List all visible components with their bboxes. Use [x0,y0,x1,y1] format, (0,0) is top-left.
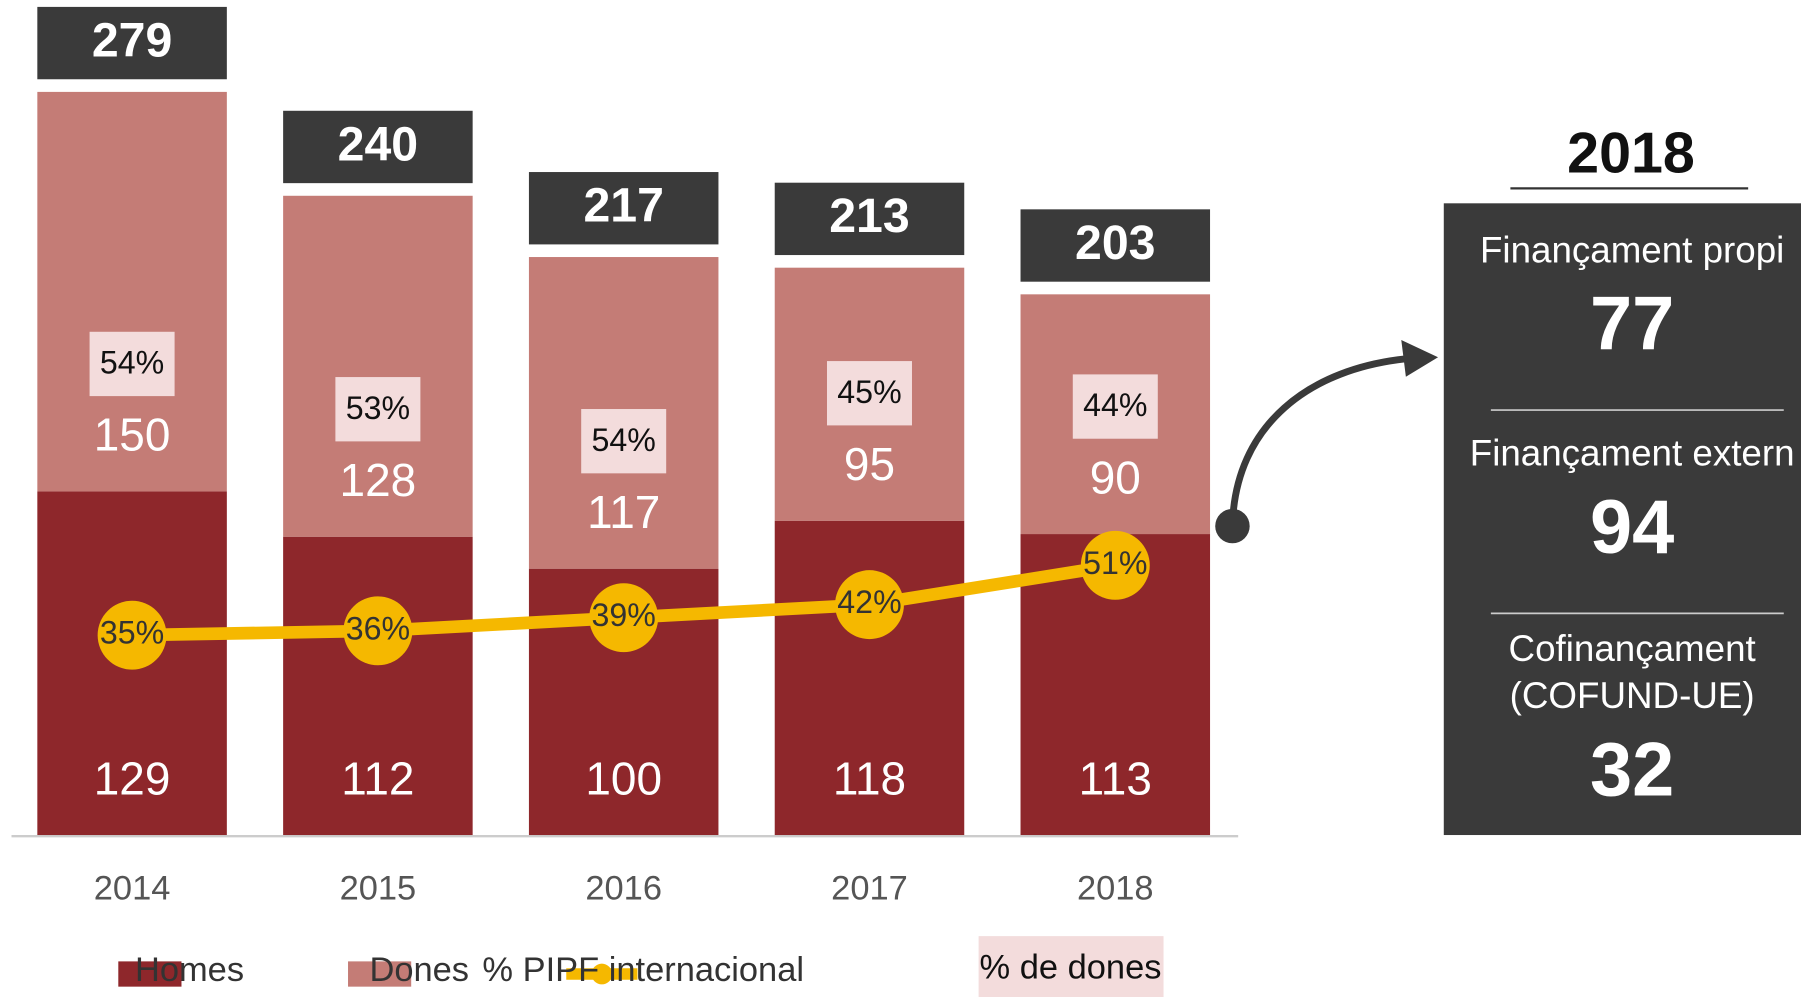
arrow-head [1401,339,1439,377]
share-label: 44% [1083,387,1147,423]
share-label: 54% [100,345,164,381]
legend-swatch [591,963,613,985]
share-label: 45% [837,374,901,410]
legend-label: Homes [135,951,244,989]
total-box [1020,209,1211,282]
panel-box [1443,203,1801,836]
panel-title: 2018 [1567,122,1695,186]
total-box [283,110,473,184]
panel-label: Finançament propi [1480,229,1784,270]
segment-label: 117 [587,486,660,538]
x-tick-label: 2015 [340,869,417,907]
segment-label: 129 [94,752,171,804]
arrow-dot [1215,508,1250,544]
line-label: 39% [592,597,656,633]
panel-label: Cofinançament [1509,628,1756,669]
total-box [528,172,719,245]
line-point [97,600,167,670]
share-box [1072,374,1158,439]
line-point [589,583,659,653]
segment-label: 118 [833,752,906,804]
x-tick-label: 2018 [1077,869,1154,907]
legend-swatch [118,961,182,987]
legend-label: % de dones [980,949,1162,987]
share-box [826,361,912,426]
total-box [37,6,227,80]
line-label: 42% [837,584,901,620]
panel-label: Finançament extern [1470,433,1795,474]
segment-label: 95 [844,438,895,490]
segment-label: 150 [94,409,171,461]
segment-label: 90 [1090,451,1141,503]
panel-value: 77 [1590,282,1674,367]
bar-segment [283,195,473,537]
total-label: 279 [92,13,172,67]
line-point [1080,530,1150,600]
x-tick-label: 2017 [831,869,908,907]
total-label: 217 [583,179,663,233]
segment-label: 112 [341,752,414,804]
legend-label: % PIPF internacional [482,951,804,989]
line-point [835,570,904,640]
total-label: 203 [1075,216,1155,270]
panel-value: 94 [1590,485,1674,570]
line-label: 51% [1083,545,1147,581]
line-point [343,596,413,666]
segment-label: 128 [340,454,417,506]
panel-label: (COFUND-UE) [1510,675,1755,716]
total-box [774,182,965,256]
share-box [581,409,667,474]
x-tick-label: 2014 [94,869,171,907]
share-label: 54% [592,422,656,458]
legend-swatch [348,961,412,987]
bar-segment [283,536,473,836]
share-box [89,331,175,397]
panel-value: 32 [1590,727,1674,812]
share-box [335,377,421,442]
share-label: 53% [346,390,410,426]
segment-label: 100 [585,752,662,804]
legend-label: Dones [369,951,469,989]
total-label: 213 [829,189,909,243]
line-label: 35% [100,615,164,651]
legend-swatch [978,936,1164,997]
x-tick-label: 2016 [585,869,662,907]
line-label: 36% [346,610,410,646]
total-label: 240 [338,117,418,171]
arrow [1228,354,1411,527]
segment-label: 113 [1079,752,1152,804]
bar-segment [37,91,227,492]
